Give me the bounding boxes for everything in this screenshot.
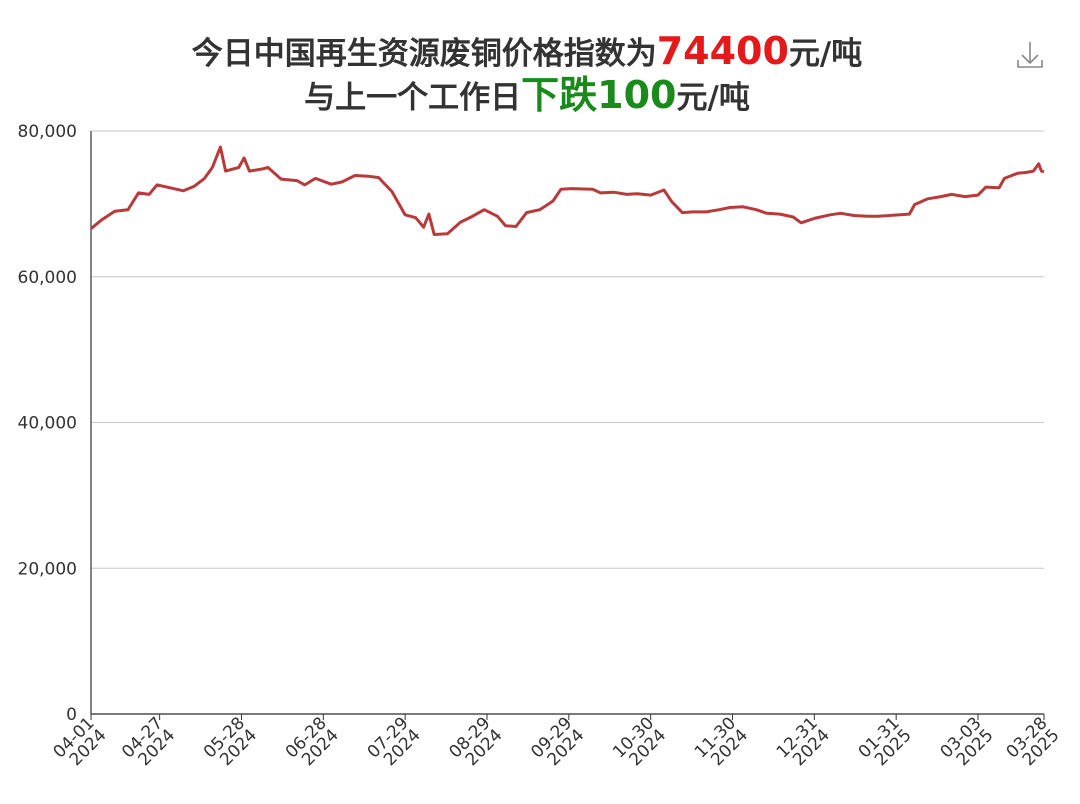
x-tick-label: 04-272024 (118, 713, 179, 774)
x-tick-label: 11-302024 (691, 713, 752, 774)
y-tick-label: 20,000 (18, 559, 77, 579)
x-tick-label: 09-292024 (527, 713, 588, 774)
x-tick-label: 03-282025 (1002, 713, 1063, 774)
x-tick-label: 08-292024 (445, 713, 506, 774)
line-series (90, 145, 1045, 236)
x-tick-label: 07-292024 (364, 713, 425, 774)
y-tick-label: 60,000 (18, 268, 77, 288)
x-tick-label: 04-012024 (49, 713, 110, 774)
download-icon[interactable] (1017, 42, 1043, 68)
title-part: 元/吨 (677, 80, 750, 116)
x-tick-label: 05-282024 (200, 713, 261, 774)
y-tick-label: 0 (66, 705, 77, 725)
x-tick-label: 03-032025 (936, 713, 997, 774)
chart-title: 与上一个工作日下跌100元/吨 (304, 73, 750, 117)
x-tick-label: 12-312024 (773, 713, 834, 774)
title-part: 下跌 (521, 73, 597, 117)
x-tick-label: 01-312025 (855, 713, 916, 774)
title-part: 100 (597, 73, 676, 117)
x-tick-label: 10-302024 (609, 713, 670, 774)
x-tick-label: 06-282024 (282, 713, 343, 774)
y-tick-label: 80,000 (18, 122, 77, 142)
title-part: 元/吨 (789, 36, 862, 72)
title-part: 今日中国再生资源废铜价格指数为 (192, 36, 657, 72)
title-part: 与上一个工作日 (304, 80, 521, 116)
chart-title: 今日中国再生资源废铜价格指数为74400元/吨 (192, 29, 863, 73)
title-part: 74400 (657, 29, 789, 73)
y-tick-label: 40,000 (18, 414, 77, 434)
